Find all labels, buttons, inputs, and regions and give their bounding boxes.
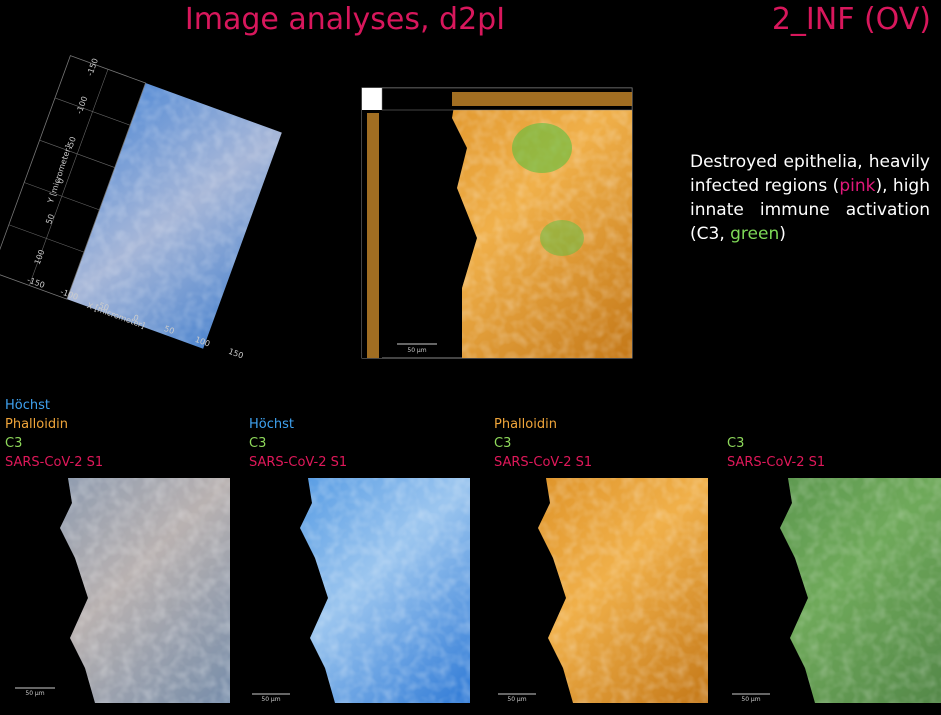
channel-label: SARS-CoV-2 S1 — [727, 455, 826, 470]
axis-tick-label: 100 — [194, 335, 211, 349]
channel-label: Höchst — [5, 398, 50, 413]
scale-bar: 50 µm — [25, 690, 44, 697]
channel-legend: Höchst C3 SARS-CoV-2 S1 — [249, 415, 347, 472]
channel-legend: C3 SARS-CoV-2 S1 — [727, 434, 825, 472]
channel-label: C3 — [494, 436, 512, 451]
channel-label: SARS-CoV-2 S1 — [5, 455, 104, 470]
channel-label: SARS-CoV-2 S1 — [249, 455, 348, 470]
axis-tick-label: 100 — [33, 248, 47, 265]
channel-label: Phalloidin — [5, 417, 68, 432]
panel-image: 50 µm — [498, 478, 708, 703]
axis-tick-label: -100 — [75, 95, 90, 115]
axis-tick-label: -150 — [85, 57, 100, 77]
description-text: ), high innate immune activation (C3, — [690, 176, 930, 244]
description: Destroyed epithelia, heavily infected re… — [690, 150, 930, 246]
render-3d — [0, 55, 282, 349]
panel-image: 50 µm — [15, 478, 230, 703]
channel-label: Höchst — [249, 417, 294, 432]
scale-bar: 50 µm — [407, 347, 426, 354]
channel-label: Phalloidin — [494, 417, 557, 432]
description-text: ) — [779, 224, 786, 244]
description-highlight: green — [730, 224, 780, 244]
description-highlight: pink — [839, 176, 876, 196]
channel-label: C3 — [727, 436, 745, 451]
scale-bar: 50 µm — [741, 696, 760, 703]
axis-tick-label: 150 — [227, 347, 244, 361]
slide-tag: 2_INF (OV) — [771, 2, 931, 37]
description-text: Destroyed epithelia, heavily infected re… — [690, 152, 930, 196]
panel-image: 50 µm — [252, 478, 470, 703]
axis-tick-label: 0 — [132, 313, 140, 323]
channel-label: SARS-CoV-2 S1 — [494, 455, 593, 470]
axis-tick-label: -50 — [95, 300, 110, 313]
axis-tick-label: -50 — [65, 135, 78, 150]
channel-legend: Höchst Phalloidin C3 SARS-CoV-2 S1 — [5, 396, 103, 472]
axis-label: Y [micrometer] — [46, 144, 73, 205]
slide-title: Image analyses, d2pI — [184, 2, 506, 37]
scale-bar: 50 µm — [507, 696, 526, 703]
channel-label: C3 — [5, 436, 23, 451]
channel-label: C3 — [249, 436, 267, 451]
channel-legend: Phalloidin C3 SARS-CoV-2 S1 — [494, 415, 592, 472]
axis-tick-label: 50 — [44, 213, 56, 226]
scale-bar: 50 µm — [261, 696, 280, 703]
axis-tick-label: 0 — [56, 177, 66, 185]
axis-tick-label: 50 — [163, 324, 176, 336]
orthogonal-view: 50 µm — [361, 87, 633, 359]
panel-image: 50 µm — [732, 478, 941, 703]
